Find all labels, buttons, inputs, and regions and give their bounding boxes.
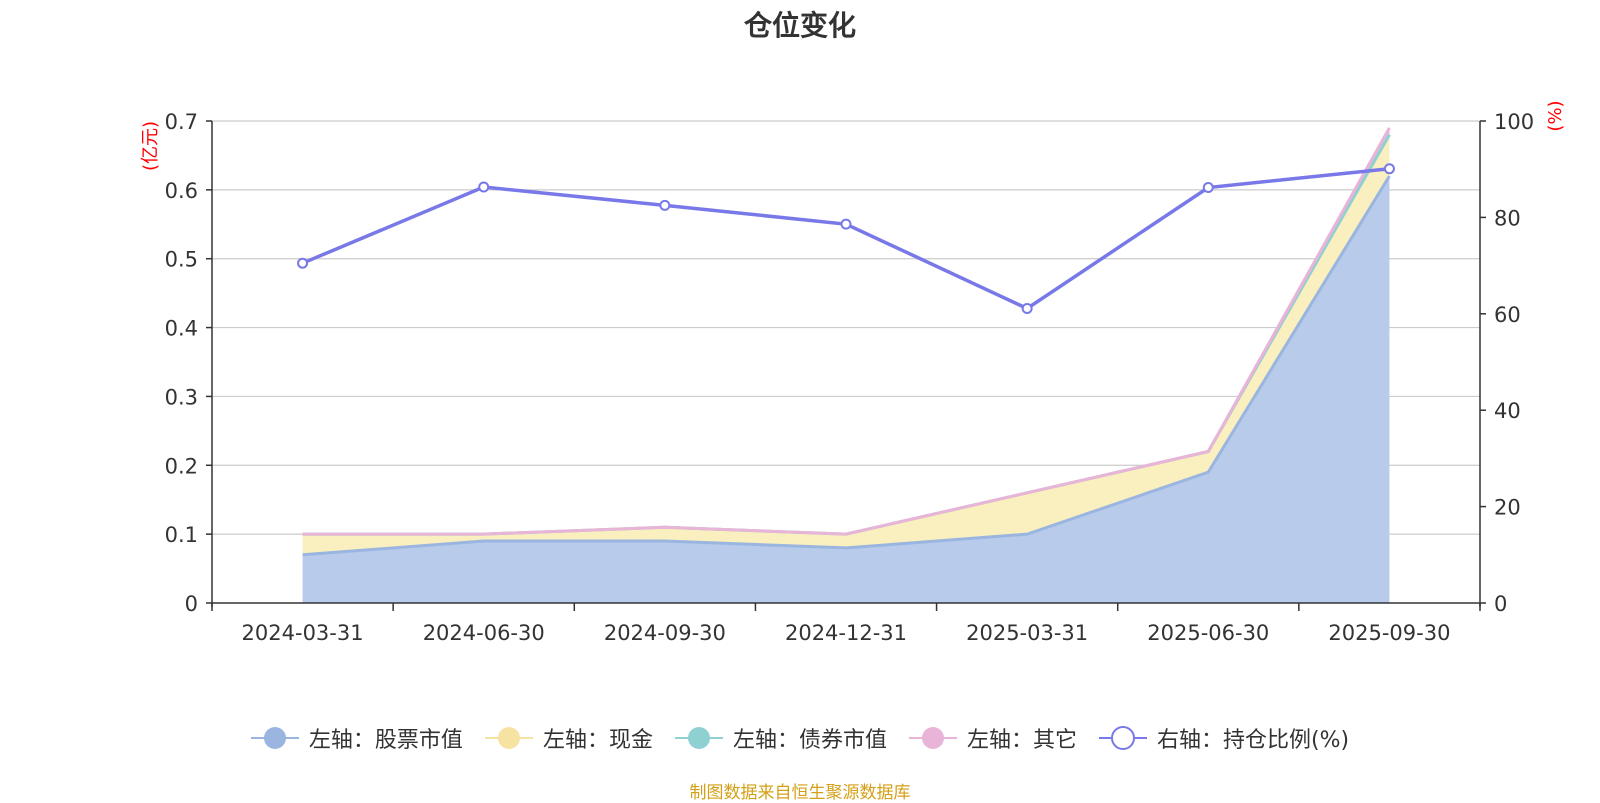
legend-item-cash[interactable]: 左轴：现金 [484,722,653,754]
area-series [302,127,1390,604]
ratio-point [659,199,671,211]
ratio-point [1021,302,1033,314]
ratio-point [478,181,490,193]
right-axis-tick-label: 100 [1494,110,1534,134]
x-axis-tick-label: 2025-03-31 [966,621,1088,645]
series-line-3 [302,127,1391,536]
legend-item-stock[interactable]: 左轴：股票市值 [250,722,463,754]
ratio-points [297,163,1395,314]
left-axis-tick-label: 0.4 [165,317,198,341]
left-axis-tick-label: 0.6 [165,179,198,203]
left-axis-unit: (亿元) [140,121,161,171]
x-axis-tick-label: 2025-06-30 [1147,621,1269,645]
left-axis-tick-label: 0.2 [165,454,198,478]
area-0 [302,176,1390,604]
legend-stock-label: 左轴：股票市值 [308,728,463,753]
source-note: 制图数据来自恒生聚源数据库 [689,783,911,803]
x-axis-tick-label: 2024-09-30 [604,621,726,645]
ratio-point [1202,182,1214,194]
legend-ratio-icon [1098,726,1147,750]
right-axis-tick-label: 0 [1494,592,1507,616]
ratio-point [297,257,309,269]
x-axis-tick-label: 2025-09-30 [1328,621,1450,645]
x-axis-tick-label: 2024-06-30 [423,621,545,645]
grid-lines [212,120,1480,535]
legend-other-label: 左轴：其它 [966,728,1077,753]
ratio-point [840,218,852,230]
legend-cash-label: 左轴：现金 [542,728,653,753]
x-axis-tick-label: 2024-12-31 [785,621,907,645]
left-axis-tick-label: 0.7 [165,110,198,134]
left-axis-tick-label: 0 [185,592,198,616]
left-axis-tick-label: 0.1 [165,523,198,547]
x-axis-tick-label: 2024-03-31 [242,621,364,645]
legend-ratio-label: 右轴：持仓比例(%) [1156,728,1350,753]
right-axis-tick-label: 60 [1494,303,1521,327]
right-axis-tick-label: 40 [1494,399,1521,423]
legend-cash-icon [484,727,533,749]
axes: 0 0.1 0.2 0.3 0.4 0.5 0.6 0.7 0 20 40 60 80 100 2024-0… [165,110,1535,645]
legend-item-ratio[interactable]: 右轴：持仓比例(%) [1098,722,1350,754]
legend: 左轴：股票市值 左轴：现金 左轴：债券市值 左轴：其它 右轴：持仓比例(%) [0,722,1600,754]
right-axis-unit: (%) [1545,100,1566,131]
legend-other-icon [908,727,957,749]
right-axis-tick-label: 20 [1494,496,1521,520]
right-axis-tick-label: 80 [1494,206,1521,230]
left-axis-tick-label: 0.5 [165,248,198,272]
legend-bond-label: 左轴：债券市值 [732,728,887,753]
chart-title: 仓位变化 [743,9,856,42]
legend-item-other[interactable]: 左轴：其它 [908,722,1077,754]
legend-item-bond[interactable]: 左轴：债券市值 [674,722,887,754]
ratio-point [1383,163,1395,175]
left-axis-tick-label: 0.3 [165,385,198,409]
legend-bond-icon [674,727,723,749]
series-line-0 [302,175,1391,557]
legend-stock-icon [250,727,299,749]
